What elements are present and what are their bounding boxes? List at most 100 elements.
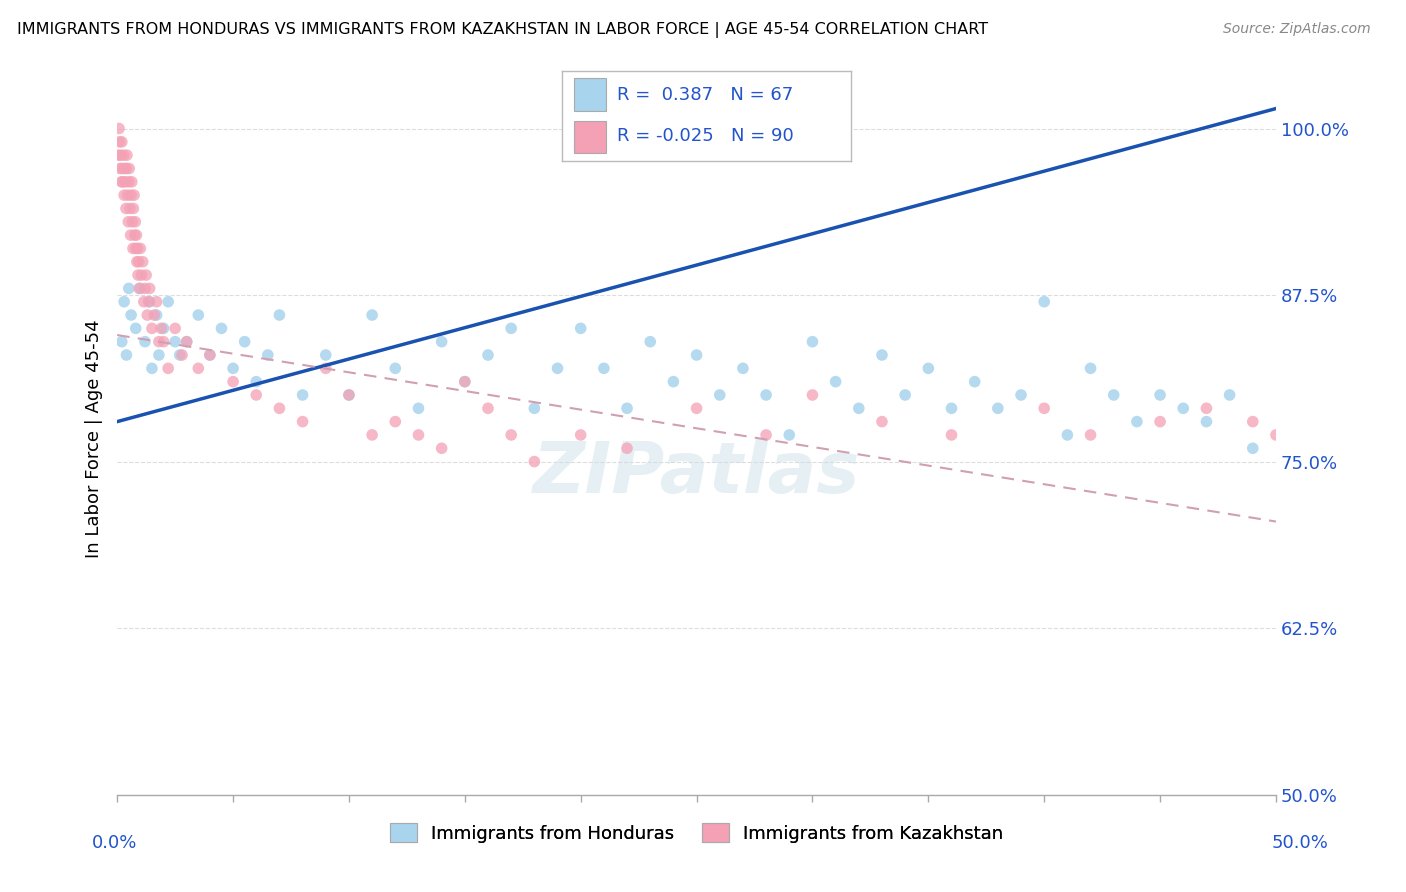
Point bbox=[131, 268, 153, 282]
Point bbox=[269, 308, 291, 322]
Text: ZIPatlas: ZIPatlas bbox=[533, 440, 860, 508]
Point bbox=[124, 215, 146, 229]
Point bbox=[987, 401, 1010, 416]
Point bbox=[1381, 428, 1403, 442]
Point bbox=[1033, 401, 1056, 416]
Point bbox=[121, 215, 143, 229]
Point bbox=[114, 175, 136, 189]
Point bbox=[685, 348, 707, 362]
Point bbox=[134, 334, 156, 349]
Text: R =  0.387   N = 67: R = 0.387 N = 67 bbox=[617, 86, 793, 103]
Point bbox=[187, 361, 209, 376]
Text: IMMIGRANTS FROM HONDURAS VS IMMIGRANTS FROM KAZAKHSTAN IN LABOR FORCE | AGE 45-5: IMMIGRANTS FROM HONDURAS VS IMMIGRANTS F… bbox=[17, 22, 988, 38]
Point bbox=[115, 161, 138, 176]
Point bbox=[1126, 415, 1149, 429]
Point bbox=[848, 401, 870, 416]
Point bbox=[222, 375, 245, 389]
Point bbox=[963, 375, 986, 389]
Point bbox=[145, 308, 167, 322]
Point bbox=[941, 401, 963, 416]
Point bbox=[125, 254, 148, 268]
Legend: Immigrants from Honduras, Immigrants from Kazakhstan: Immigrants from Honduras, Immigrants fro… bbox=[382, 816, 1011, 850]
Point bbox=[894, 388, 917, 402]
Point bbox=[1219, 388, 1241, 402]
Point bbox=[256, 348, 278, 362]
Point bbox=[361, 428, 384, 442]
Point bbox=[129, 281, 152, 295]
Point bbox=[315, 348, 337, 362]
Point bbox=[454, 375, 477, 389]
Point bbox=[384, 361, 406, 376]
Text: R = -0.025   N = 90: R = -0.025 N = 90 bbox=[617, 128, 794, 145]
Point bbox=[115, 348, 138, 362]
Point bbox=[616, 401, 638, 416]
Point bbox=[291, 388, 314, 402]
Point bbox=[1241, 442, 1264, 456]
Point bbox=[136, 308, 159, 322]
Point bbox=[111, 175, 134, 189]
Point bbox=[152, 321, 174, 335]
Point bbox=[1010, 388, 1032, 402]
Point bbox=[122, 242, 145, 256]
Point bbox=[108, 161, 131, 176]
Point bbox=[1265, 428, 1288, 442]
Point bbox=[118, 161, 141, 176]
Point bbox=[547, 361, 569, 376]
FancyBboxPatch shape bbox=[574, 121, 606, 153]
Point bbox=[709, 388, 731, 402]
Point bbox=[134, 281, 156, 295]
Point bbox=[111, 135, 134, 149]
Point bbox=[120, 228, 142, 243]
Text: 0.0%: 0.0% bbox=[91, 834, 136, 852]
Point bbox=[111, 161, 134, 176]
Point bbox=[408, 401, 430, 416]
Point bbox=[870, 348, 893, 362]
Point bbox=[112, 188, 135, 202]
Point bbox=[291, 415, 314, 429]
Point bbox=[107, 148, 129, 162]
Point bbox=[127, 268, 149, 282]
Point bbox=[337, 388, 360, 402]
Point bbox=[169, 348, 191, 362]
Point bbox=[408, 428, 430, 442]
Point bbox=[176, 334, 198, 349]
Point bbox=[384, 415, 406, 429]
Point bbox=[150, 321, 173, 335]
Point bbox=[245, 375, 267, 389]
Point bbox=[198, 348, 221, 362]
Point bbox=[501, 321, 523, 335]
Point bbox=[731, 361, 754, 376]
Text: Source: ZipAtlas.com: Source: ZipAtlas.com bbox=[1223, 22, 1371, 37]
Point bbox=[118, 281, 141, 295]
Point bbox=[120, 188, 142, 202]
Point bbox=[108, 121, 131, 136]
Point bbox=[122, 188, 145, 202]
Point bbox=[138, 281, 160, 295]
Point bbox=[124, 228, 146, 243]
Point bbox=[269, 401, 291, 416]
Point bbox=[127, 242, 149, 256]
Point bbox=[638, 334, 661, 349]
Point bbox=[110, 148, 132, 162]
Point bbox=[118, 202, 141, 216]
Point bbox=[141, 361, 163, 376]
Point bbox=[128, 254, 150, 268]
Point bbox=[1033, 294, 1056, 309]
Text: 50.0%: 50.0% bbox=[1272, 834, 1329, 852]
Point bbox=[755, 428, 778, 442]
Point bbox=[454, 375, 477, 389]
Point bbox=[128, 281, 150, 295]
Point bbox=[148, 348, 170, 362]
Point bbox=[120, 308, 142, 322]
Point bbox=[172, 348, 194, 362]
Point bbox=[152, 334, 174, 349]
Point bbox=[1149, 415, 1171, 429]
Point bbox=[1173, 401, 1195, 416]
Point bbox=[138, 294, 160, 309]
Point bbox=[315, 361, 337, 376]
Point bbox=[523, 401, 546, 416]
Point bbox=[801, 334, 824, 349]
Point bbox=[143, 308, 166, 322]
Point bbox=[117, 188, 139, 202]
Point bbox=[198, 348, 221, 362]
